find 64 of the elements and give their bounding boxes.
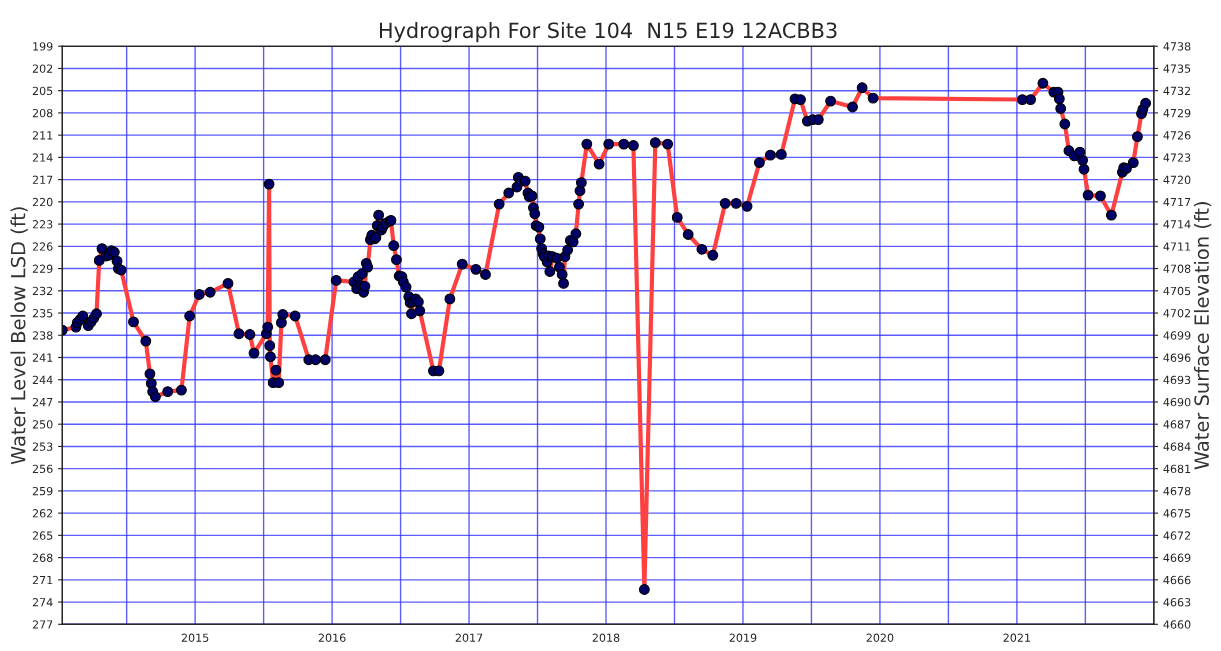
x-tick-label: 2017: [455, 633, 483, 642]
y2-axis-title: Water Surface Elevation (ft): [1193, 202, 1212, 470]
y-tick-label: 229: [32, 264, 53, 273]
x-tick-label: 2016: [318, 633, 346, 642]
x-tick-label: 2015: [181, 633, 209, 642]
y-tick-label: 271: [32, 575, 53, 585]
y-tick-label: 208: [32, 108, 53, 118]
y-tick-label: 262: [32, 509, 53, 518]
y2-tick-label: 4678: [1163, 486, 1191, 496]
y-tick-label: 199: [33, 42, 53, 51]
y2-tick-label: 4696: [1163, 353, 1191, 362]
y2-tick-label: 4714: [1163, 220, 1191, 229]
y-tick-label: 205: [32, 86, 53, 96]
y-tick-label: 253: [32, 442, 53, 451]
y2-tick-label: 4666: [1163, 575, 1191, 585]
y-tick-label: 277: [32, 620, 53, 629]
y-tick-label: 232: [32, 286, 53, 296]
y-axis-title: Water Level Below LSD (ft): [10, 207, 28, 465]
x-tick-label: 2021: [1003, 633, 1030, 642]
y2-tick-label: 4732: [1163, 86, 1191, 96]
y-tick-label: 238: [32, 331, 53, 340]
y-tick-label: 217: [32, 175, 53, 184]
y-tick-label: 259: [32, 486, 53, 496]
x-tick-label: 2019: [729, 633, 757, 642]
y-tick-label: 223: [32, 220, 53, 229]
y2-tick-label: 4693: [1163, 375, 1191, 385]
y2-tick-label: 4663: [1163, 598, 1191, 607]
y2-tick-label: 4684: [1163, 442, 1191, 451]
y2-tick-label: 4690: [1163, 397, 1191, 407]
y2-tick-label: 4669: [1163, 553, 1191, 562]
y-tick-label: 211: [32, 131, 53, 140]
y2-tick-label: 4699: [1163, 331, 1191, 340]
y2-tick-label: 4672: [1163, 531, 1191, 540]
y-tick-label: 256: [32, 464, 53, 474]
y-tick-label: 274: [32, 598, 53, 607]
y2-tick-label: 4702: [1163, 309, 1191, 318]
y2-tick-label: 4726: [1163, 131, 1191, 140]
y-tick-label: 202: [32, 64, 53, 73]
y-tick-label: 247: [32, 397, 53, 407]
y2-tick-label: 4687: [1163, 420, 1191, 429]
y2-tick-label: 4723: [1163, 153, 1191, 162]
y-tick-label: 250: [32, 420, 53, 429]
y2-tick-label: 4735: [1163, 64, 1191, 73]
x-tick-label: 2018: [592, 633, 620, 642]
y2-tick-label: 4660: [1163, 620, 1191, 629]
y-tick-label: 268: [32, 553, 53, 562]
y2-tick-label: 4717: [1163, 197, 1191, 207]
y2-tick-label: 4738: [1163, 42, 1191, 51]
y-tick-label: 214: [32, 153, 53, 162]
y2-tick-label: 4675: [1163, 509, 1191, 518]
y-tick-label: 265: [32, 531, 53, 540]
y-tick-label: 241: [32, 353, 53, 362]
y2-tick-label: 4720: [1163, 175, 1191, 185]
y-tick-label: 235: [32, 309, 53, 318]
x-tick-label: 2020: [866, 633, 894, 642]
y2-tick-label: 4705: [1163, 286, 1191, 296]
y2-tick-label: 4729: [1163, 108, 1191, 118]
y2-tick-label: 4681: [1163, 464, 1191, 474]
y-tick-label: 220: [32, 197, 53, 207]
chart-title: Hydrograph For Site 104 N15 E19 12ACBB3: [379, 22, 837, 43]
y2-tick-label: 4711: [1163, 242, 1191, 251]
y2-tick-label: 4708: [1163, 264, 1191, 273]
y-tick-label: 226: [32, 242, 53, 251]
y-tick-label: 244: [32, 375, 53, 384]
